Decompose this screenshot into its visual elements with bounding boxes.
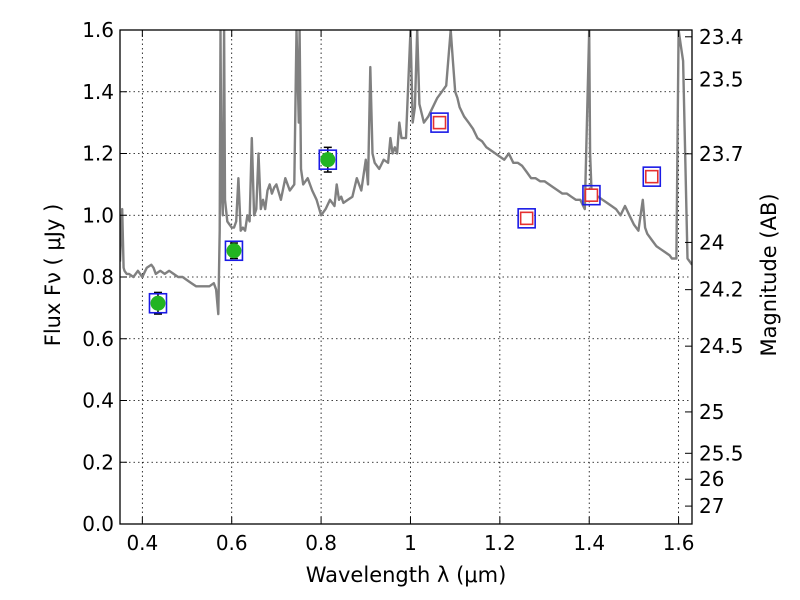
y-tick-label: 0.4 — [82, 389, 114, 413]
x-tick-label: 0.8 — [305, 531, 337, 555]
data-point-open — [584, 188, 599, 202]
data-point — [320, 152, 336, 168]
y-axis-label: Flux Fν ( μJy ) — [41, 204, 65, 347]
right-tick-label: 24.2 — [699, 278, 744, 302]
photometry-layer — [148, 112, 662, 315]
right-tick-label: 25.5 — [699, 441, 744, 465]
y-tick-label: 1.4 — [82, 80, 114, 104]
y-tick-label: 1.0 — [82, 203, 114, 227]
x-tick-label: 1.6 — [663, 531, 695, 555]
x-tick-label: 1 — [404, 531, 417, 555]
right-tick-label: 23.5 — [699, 67, 744, 91]
y-tick-label: 0.0 — [82, 512, 114, 536]
spectrum-line — [120, 30, 692, 316]
model-box — [642, 166, 662, 187]
right-tick-label: 24 — [699, 230, 724, 254]
data-point — [226, 243, 242, 259]
right-axis-label: Magnitude (AB) — [757, 193, 781, 356]
model-box — [318, 149, 338, 170]
data-point — [150, 295, 166, 311]
right-tick-label: 27 — [699, 494, 724, 518]
x-tick-label: 0.6 — [216, 531, 248, 555]
right-tick-label: 26 — [699, 467, 724, 491]
right-tick-label: 25 — [699, 400, 724, 424]
grid — [120, 29, 692, 525]
y-tick-label: 1.6 — [82, 18, 114, 42]
ticks: 0.4 0.6 0.8 1 1.2 1.4 1.6 0.0 0.2 0.4 0.6 0.8 1.0 1.2… — [82, 18, 743, 555]
model-box — [148, 292, 168, 314]
y-tick-label: 0.2 — [82, 450, 114, 474]
right-tick-label: 23.4 — [699, 25, 744, 49]
right-tick-label: 23.7 — [699, 142, 744, 166]
right-tick-label: 24.5 — [699, 334, 744, 358]
model-box — [430, 112, 449, 133]
model-box — [224, 240, 244, 262]
data-point-open — [519, 211, 534, 226]
x-tick-label: 1.4 — [573, 531, 605, 555]
model-box — [517, 208, 536, 229]
spectrum-layer — [120, 30, 692, 316]
x-axis-label: Wavelength λ (μm) — [306, 563, 507, 587]
y-tick-label: 0.8 — [82, 265, 114, 289]
data-point-open — [644, 169, 659, 184]
model-box — [582, 184, 601, 206]
x-tick-label: 1.2 — [484, 531, 516, 555]
data-point-open — [432, 115, 447, 130]
x-tick-label: 0.4 — [126, 531, 158, 555]
y-tick-label: 1.2 — [82, 142, 114, 166]
y-tick-label: 0.6 — [82, 327, 114, 351]
